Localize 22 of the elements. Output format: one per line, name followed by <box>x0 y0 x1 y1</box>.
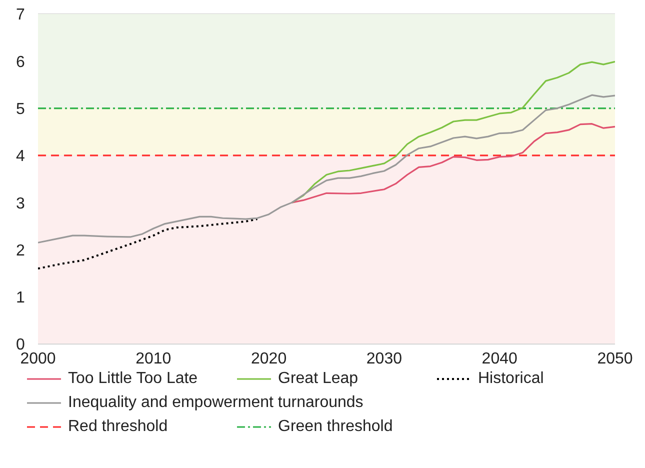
y-tick-label: 6 <box>16 54 25 71</box>
y-tick-label: 4 <box>16 148 25 166</box>
y-tick-label: 5 <box>16 100 25 118</box>
legend-label: Too Little Too Late <box>68 370 198 388</box>
x-tick-label: 2020 <box>251 350 287 368</box>
legend-label: Red threshold <box>68 418 168 436</box>
legend-label: Green threshold <box>278 418 393 436</box>
y-tick-label: 2 <box>16 242 25 260</box>
x-tick-label: 2010 <box>136 350 172 368</box>
x-tick-label: 2040 <box>482 350 518 368</box>
legend-label: Historical <box>478 370 544 388</box>
x-tick-label: 2030 <box>366 350 402 368</box>
y-tick-label: 1 <box>16 290 25 307</box>
legend-label: Great Leap <box>278 370 358 388</box>
y-tick-label: 7 <box>16 6 25 24</box>
x-tick-label: 2000 <box>20 350 56 368</box>
line-series <box>38 94 615 244</box>
line-series <box>291 123 615 204</box>
line-series <box>38 218 258 270</box>
legend-label: Inequality and empowerment turnarounds <box>68 394 364 412</box>
y-tick-label: 3 <box>16 195 25 212</box>
x-tick-label: 2050 <box>597 350 633 368</box>
